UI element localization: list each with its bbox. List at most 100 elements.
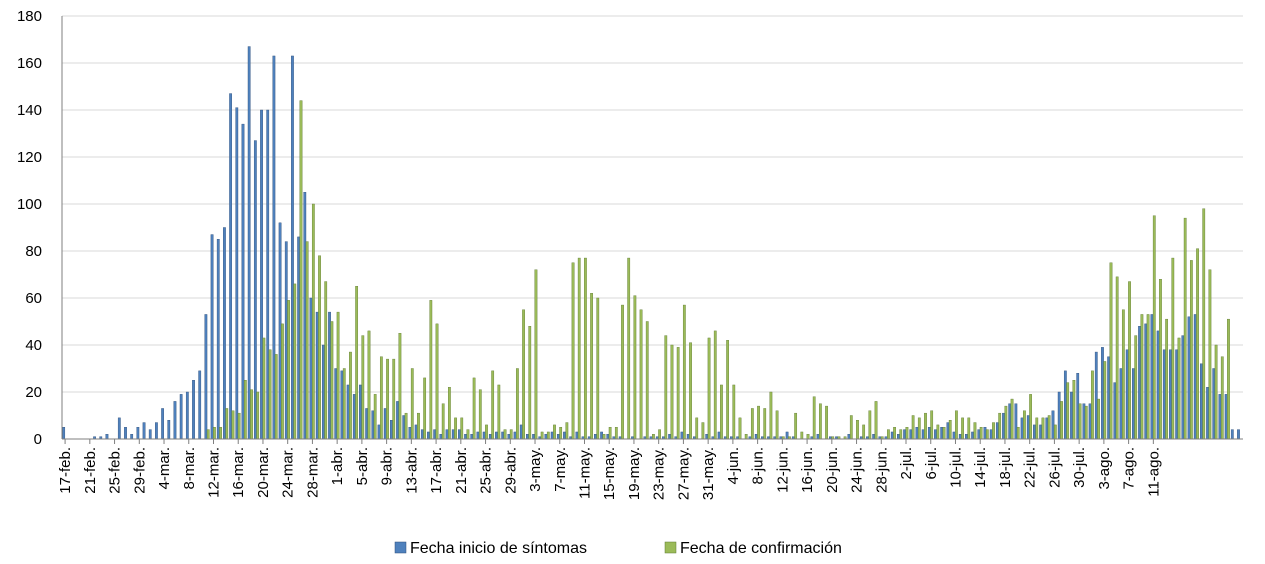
bar-confirmacion — [627, 257, 631, 440]
bar-sintomas — [105, 434, 109, 440]
bar-confirmacion — [410, 368, 414, 440]
bar-confirmacion — [948, 420, 952, 440]
bar-confirmacion — [237, 412, 241, 440]
bar-confirmacion — [392, 358, 396, 440]
bar-confirmacion — [367, 330, 371, 440]
bar-confirmacion — [565, 422, 569, 440]
x-tick-label: 2-jul. — [898, 447, 915, 480]
x-tick-label: 26-jul. — [1046, 447, 1063, 488]
bar-confirmacion — [825, 405, 828, 440]
legend-swatch-sintomas — [394, 541, 407, 554]
bar-sintomas — [594, 434, 597, 440]
x-tick-label: 11-ago. — [1145, 447, 1162, 497]
bar-confirmacion — [701, 422, 705, 440]
bar-sintomas — [1230, 429, 1234, 440]
bar-confirmacion — [417, 412, 420, 440]
x-tick-label: 15-may. — [601, 447, 618, 500]
bar-confirmacion — [250, 389, 253, 440]
bar-confirmacion — [676, 347, 680, 440]
bar-sintomas — [235, 107, 239, 440]
bar-confirmacion — [491, 370, 495, 440]
bar-sintomas — [965, 434, 968, 440]
bar-confirmacion — [961, 417, 964, 440]
x-tick-label: 11-may. — [576, 447, 593, 499]
bar-confirmacion — [1152, 215, 1156, 440]
bar-sintomas — [328, 311, 331, 440]
bar-confirmacion — [1128, 281, 1131, 440]
bar-sintomas — [1113, 382, 1117, 440]
x-tick-label: 29-abr. — [502, 447, 519, 494]
bar-sintomas — [1033, 424, 1036, 440]
bar-sintomas — [1125, 349, 1129, 440]
y-tick-label: 20 — [25, 384, 42, 401]
x-tick-label: 29-feb. — [131, 447, 148, 494]
x-tick-label: 27-may. — [675, 447, 692, 500]
bar-sintomas — [334, 368, 338, 440]
bar-sintomas — [352, 394, 356, 440]
bar-sintomas — [903, 429, 906, 440]
bar-confirmacion — [256, 391, 260, 440]
bar-confirmacion — [942, 427, 946, 440]
bar-sintomas — [396, 401, 399, 440]
bar-sintomas — [204, 314, 208, 440]
bar-confirmacion — [750, 408, 754, 440]
x-tick-label: 18-jul. — [997, 447, 1014, 488]
bar-sintomas — [260, 109, 263, 440]
bar-confirmacion — [379, 356, 383, 440]
x-tick-label: 7-may. — [552, 447, 569, 492]
bar-confirmacion — [893, 427, 896, 440]
bar-confirmacion — [775, 410, 779, 440]
bar-sintomas — [680, 431, 684, 440]
bar-confirmacion — [1091, 370, 1094, 440]
bar-confirmacion — [819, 403, 822, 440]
bar-sintomas — [1020, 417, 1024, 440]
bar-sintomas — [377, 424, 381, 440]
bar-sintomas — [1212, 368, 1216, 440]
x-tick-label: 24-mar. — [280, 447, 297, 498]
bar-sintomas — [556, 434, 560, 440]
bar-confirmacion — [213, 427, 216, 440]
bar-confirmacion — [1159, 279, 1162, 440]
bar-confirmacion — [670, 344, 674, 440]
bar-sintomas — [1131, 368, 1135, 440]
bar-sintomas — [550, 431, 554, 440]
bar-confirmacion — [361, 335, 365, 440]
x-tick-label: 9-abr. — [379, 447, 396, 485]
bar-confirmacion — [1115, 276, 1119, 440]
bar-confirmacion — [1010, 398, 1014, 440]
bar-confirmacion — [472, 377, 476, 440]
bar-sintomas — [921, 429, 925, 440]
bar-confirmacion — [645, 321, 649, 440]
bar-confirmacion — [973, 422, 977, 440]
bar-sintomas — [1088, 403, 1092, 440]
bar-sintomas — [519, 424, 523, 440]
bar-sintomas — [148, 429, 152, 440]
bar-confirmacion — [1134, 335, 1138, 440]
bar-confirmacion — [596, 297, 600, 440]
bar-sintomas — [606, 434, 610, 440]
y-tick-label: 140 — [17, 102, 42, 119]
legend: Fecha inicio de síntomas Fecha de confir… — [394, 540, 842, 557]
bar-sintomas — [971, 431, 974, 440]
bar-sintomas — [408, 427, 412, 440]
bar-sintomas — [909, 429, 913, 440]
bar-confirmacion — [349, 351, 352, 440]
x-tick-label: 28-mar. — [304, 447, 321, 498]
bar-confirmacion — [769, 391, 773, 440]
bar-confirmacion — [373, 394, 377, 440]
bar-sintomas — [1101, 347, 1104, 440]
bar-confirmacion — [1165, 318, 1169, 440]
bar-confirmacion — [540, 431, 544, 440]
bar-confirmacion — [757, 405, 760, 440]
y-tick-labels: 0 20 40 60 80 100 120 140 160 180 — [17, 8, 42, 448]
bar-sintomas — [167, 420, 171, 440]
bar-confirmacion — [262, 337, 266, 440]
x-tick-label: 21-feb. — [82, 447, 99, 494]
bar-sintomas — [470, 434, 474, 440]
bar-confirmacion — [1183, 217, 1187, 440]
bar-confirmacion — [509, 429, 513, 440]
bar-sintomas — [142, 422, 146, 440]
bar-sintomas — [229, 93, 232, 440]
bar-confirmacion — [1035, 417, 1039, 440]
